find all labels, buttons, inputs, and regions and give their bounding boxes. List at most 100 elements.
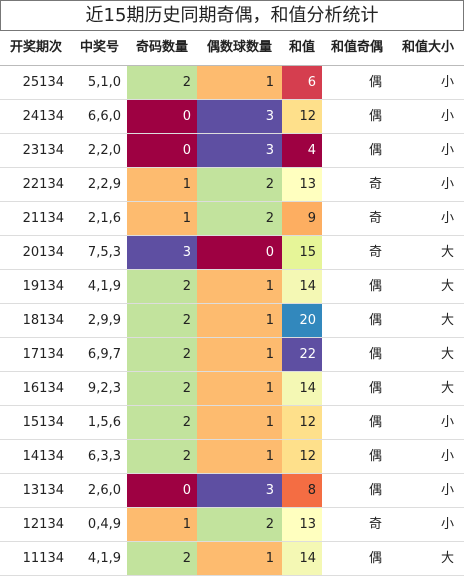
row-separator xyxy=(0,541,464,542)
table-cell: 2 xyxy=(197,168,282,202)
row-separator xyxy=(0,439,464,440)
table-cell: 1,5,6 xyxy=(87,415,121,430)
table-cell: 小 xyxy=(440,177,454,192)
table-cell: 小 xyxy=(440,415,454,430)
table-cell: 奇 xyxy=(368,517,382,532)
column-header: 开奖期次 xyxy=(9,40,62,55)
table-cell: 小 xyxy=(440,483,454,498)
row-separator xyxy=(0,235,464,236)
table-cell: 2,2,9 xyxy=(87,177,121,192)
table-cell: 偶 xyxy=(368,483,382,498)
table-cell: 25134 xyxy=(22,75,64,90)
column-header: 中奖号 xyxy=(79,40,119,55)
row-separator xyxy=(0,337,464,338)
table-cell: 偶 xyxy=(368,75,382,90)
table-cell: 20134 xyxy=(22,245,64,260)
table-cell: 0 xyxy=(127,134,197,168)
table-cell: 大 xyxy=(440,313,454,328)
table-cell: 0 xyxy=(127,100,197,134)
table-cell: 2 xyxy=(127,372,197,406)
table-cell: 1 xyxy=(197,66,282,100)
table-cell: 0 xyxy=(127,474,197,508)
table-cell: 大 xyxy=(440,381,454,396)
table-cell: 4,1,9 xyxy=(87,551,121,566)
column-header: 和值大小 xyxy=(401,40,454,55)
row-separator xyxy=(0,269,464,270)
table-cell: 14 xyxy=(282,270,322,304)
table-cell: 偶 xyxy=(368,109,382,124)
table-cell: 16134 xyxy=(22,381,64,396)
table-cell: 1 xyxy=(197,406,282,440)
table-cell: 大 xyxy=(440,279,454,294)
table-cell: 7,5,3 xyxy=(87,245,121,260)
table-cell: 12134 xyxy=(22,517,64,532)
table-cell: 3 xyxy=(197,100,282,134)
table-cell: 2,9,9 xyxy=(87,313,121,328)
table-cell: 2 xyxy=(127,542,197,576)
table-cell: 2 xyxy=(127,270,197,304)
row-separator xyxy=(0,473,464,474)
table-cell: 1 xyxy=(127,168,197,202)
table-cell: 4,1,9 xyxy=(87,279,121,294)
table-cell: 奇 xyxy=(368,177,382,192)
table-cell: 6,3,3 xyxy=(87,449,121,464)
table-cell: 18134 xyxy=(22,313,64,328)
table-cell: 19134 xyxy=(22,279,64,294)
table-cell: 3 xyxy=(127,236,197,270)
table-cell: 小 xyxy=(440,75,454,90)
column-header: 奇码数量 xyxy=(135,40,188,55)
table-cell: 小 xyxy=(440,143,454,158)
table-cell: 6,6,0 xyxy=(87,109,121,124)
table-cell: 5,1,0 xyxy=(87,75,121,90)
table-cell: 1 xyxy=(197,304,282,338)
table-cell: 13 xyxy=(282,168,322,202)
table-cell: 9,2,3 xyxy=(87,381,121,396)
table-cell: 22134 xyxy=(22,177,64,192)
table-cell: 1 xyxy=(197,372,282,406)
table-cell: 2,1,6 xyxy=(87,211,121,226)
table-cell: 偶 xyxy=(368,143,382,158)
table-cell: 0 xyxy=(197,236,282,270)
table-cell: 小 xyxy=(440,517,454,532)
table-cell: 4 xyxy=(282,134,322,168)
table-cell: 小 xyxy=(440,211,454,226)
table-cell: 0,4,9 xyxy=(87,517,121,532)
table-cell: 1 xyxy=(197,338,282,372)
table-cell: 12 xyxy=(282,440,322,474)
column-header: 和值奇偶 xyxy=(330,40,383,55)
table-cell: 奇 xyxy=(368,211,382,226)
table-cell: 6,9,7 xyxy=(87,347,121,362)
row-separator xyxy=(0,371,464,372)
table-cell: 偶 xyxy=(368,381,382,396)
table-cell: 偶 xyxy=(368,551,382,566)
row-separator xyxy=(0,65,464,66)
table-cell: 大 xyxy=(440,245,454,260)
table-cell: 8 xyxy=(282,474,322,508)
table-cell: 14 xyxy=(282,542,322,576)
row-separator xyxy=(0,201,464,202)
table-cell: 3 xyxy=(197,474,282,508)
table-cell: 1 xyxy=(197,270,282,304)
table-cell: 2 xyxy=(127,440,197,474)
table-cell: 22 xyxy=(282,338,322,372)
table-cell: 6 xyxy=(282,66,322,100)
table-cell: 偶 xyxy=(368,449,382,464)
row-separator xyxy=(0,303,464,304)
table-cell: 12 xyxy=(282,406,322,440)
table-cell: 20 xyxy=(282,304,322,338)
table-cell: 小 xyxy=(440,449,454,464)
table-cell: 21134 xyxy=(22,211,64,226)
table-cell: 2 xyxy=(127,304,197,338)
table-cell: 1 xyxy=(127,508,197,542)
table-cell: 11134 xyxy=(22,551,64,566)
table-cell: 偶 xyxy=(368,347,382,362)
table-cell: 2 xyxy=(127,338,197,372)
table-cell: 偶 xyxy=(368,279,382,294)
table-cell: 13 xyxy=(282,508,322,542)
table-cell: 2,6,0 xyxy=(87,483,121,498)
table-title: 近15期历史同期奇偶，和值分析统计 xyxy=(0,0,464,31)
table-cell: 17134 xyxy=(22,347,64,362)
row-separator xyxy=(0,167,464,168)
row-separator xyxy=(0,99,464,100)
